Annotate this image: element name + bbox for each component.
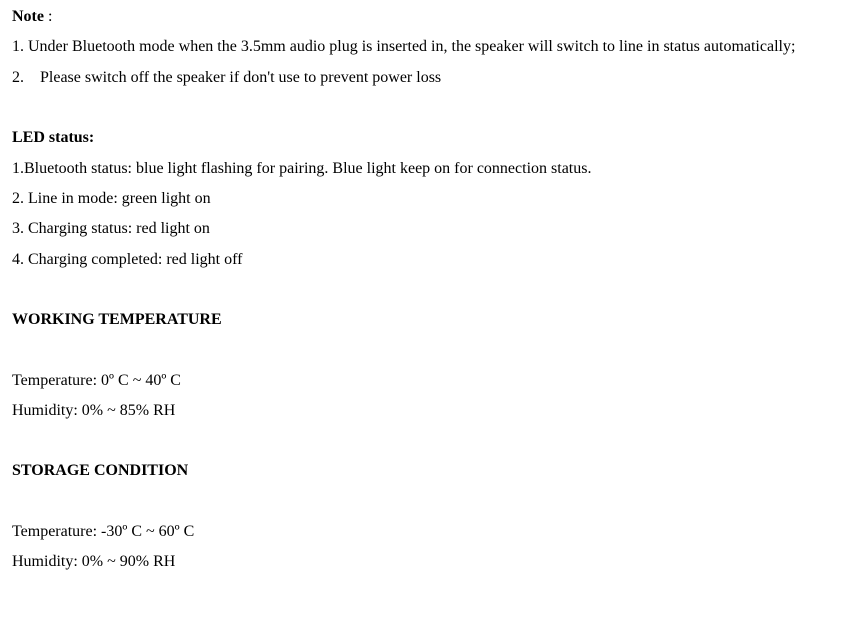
note-heading: Note bbox=[12, 8, 44, 25]
document-page: Note : 1. Under Bluetooth mode when the … bbox=[0, 0, 864, 577]
storage-temp-value: Temperature: -30º C ~ 60º C bbox=[12, 517, 852, 547]
led-item-4: 4. Charging completed: red light off bbox=[12, 245, 852, 275]
note-item-2-number: 2. bbox=[12, 69, 24, 86]
note-item-1: 1. Under Bluetooth mode when the 3.5mm a… bbox=[12, 32, 852, 62]
working-temp-heading: WORKING TEMPERATURE bbox=[12, 305, 852, 335]
working-humidity-value: Humidity: 0% ~ 85% RH bbox=[12, 396, 852, 426]
storage-humidity-value: Humidity: 0% ~ 90% RH bbox=[12, 547, 852, 577]
spacer bbox=[12, 93, 852, 123]
led-heading: LED status: bbox=[12, 123, 852, 153]
spacer bbox=[12, 487, 852, 517]
working-temp-value: Temperature: 0º C ~ 40º C bbox=[12, 366, 852, 396]
note-heading-line: Note : bbox=[12, 2, 852, 32]
note-colon: : bbox=[44, 8, 52, 25]
led-item-3: 3. Charging status: red light on bbox=[12, 214, 852, 244]
storage-heading: STORAGE CONDITION bbox=[12, 456, 852, 486]
note-item-2: 2. Please switch off the speaker if don'… bbox=[12, 63, 852, 93]
spacer bbox=[12, 336, 852, 366]
spacer bbox=[12, 426, 852, 456]
led-item-2: 2. Line in mode: green light on bbox=[12, 184, 852, 214]
spacer bbox=[12, 275, 852, 305]
led-item-1: 1.Bluetooth status: blue light flashing … bbox=[12, 154, 852, 184]
note-item-2-text: Please switch off the speaker if don't u… bbox=[40, 69, 441, 86]
